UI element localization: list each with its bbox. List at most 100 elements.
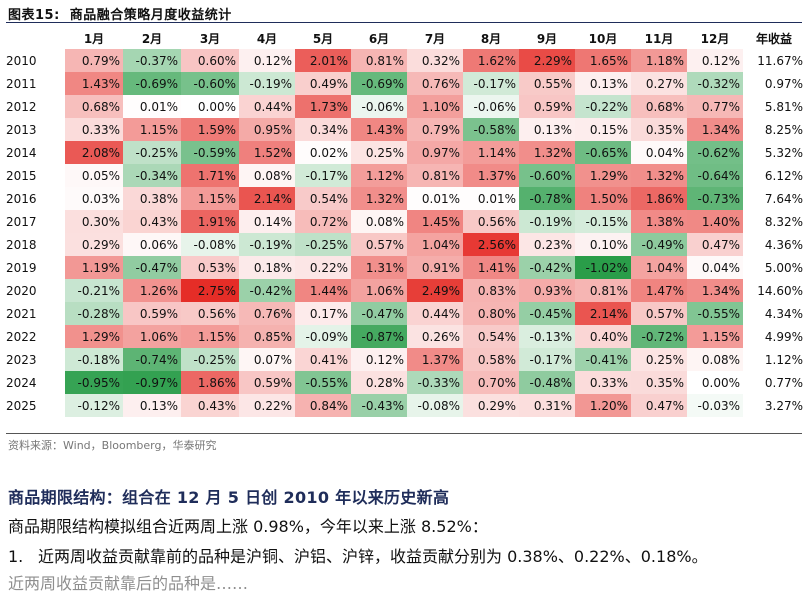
return-cell: 0.77%	[687, 95, 743, 118]
column-header: 9月	[536, 32, 558, 46]
return-cell: -0.43%	[351, 394, 407, 417]
return-cell: 0.28%	[351, 371, 407, 394]
return-cell: 2.08%	[65, 141, 123, 164]
return-cell: 0.59%	[519, 95, 575, 118]
return-cell: -0.08%	[407, 394, 463, 417]
column-header: 年收益	[755, 32, 792, 46]
return-cell: -0.06%	[351, 95, 407, 118]
annual-return-cell: 14.60%	[757, 283, 803, 298]
annual-return-cell: 1.12%	[764, 352, 803, 367]
year-cell: 2021	[6, 306, 37, 321]
return-cell: 1.37%	[407, 348, 463, 371]
return-cell: 0.03%	[65, 187, 123, 210]
return-cell: -0.59%	[181, 141, 239, 164]
annual-return-cell: 5.81%	[764, 99, 803, 114]
return-cell: 1.15%	[181, 187, 239, 210]
return-cell: -0.22%	[575, 95, 631, 118]
return-cell: 0.34%	[295, 118, 351, 141]
return-cell: 1.15%	[181, 325, 239, 348]
return-cell: 0.54%	[295, 187, 351, 210]
return-cell: 1.91%	[181, 210, 239, 233]
return-cell: 0.08%	[239, 164, 295, 187]
annual-return-cell: 4.36%	[764, 237, 803, 252]
year-cell: 2018	[6, 237, 37, 252]
column-header: 2月	[141, 32, 163, 46]
return-cell: 1.86%	[631, 187, 687, 210]
annual-return-cell: 4.99%	[764, 329, 803, 344]
return-cell: -0.58%	[463, 118, 519, 141]
return-cell: 0.07%	[239, 348, 295, 371]
return-cell: 0.05%	[65, 164, 123, 187]
return-cell: 0.13%	[123, 394, 181, 417]
return-cell: 0.68%	[631, 95, 687, 118]
year-cell: 2025	[6, 398, 37, 413]
return-cell: 0.35%	[631, 118, 687, 141]
return-cell: 0.04%	[687, 256, 743, 279]
return-cell: 2.56%	[463, 233, 519, 256]
table-row: 2024 -0.95% -0.97% 1.86% 0.59% -0.55% 0.28% -0.…	[6, 371, 805, 394]
return-cell: 0.25%	[351, 141, 407, 164]
return-cell: -0.03%	[687, 394, 743, 417]
return-cell: 0.60%	[181, 49, 239, 72]
table-row: 2014 2.08% -0.25% -0.59% 1.52% 0.02% 0.25% 0.97…	[6, 141, 805, 164]
year-cell: 2012	[6, 99, 37, 114]
title-divider	[6, 22, 802, 23]
year-cell: 2017	[6, 214, 37, 229]
annual-return-cell: 3.27%	[764, 398, 803, 413]
return-cell: -0.49%	[631, 233, 687, 256]
return-cell: 0.41%	[295, 348, 351, 371]
year-cell: 2020	[6, 283, 37, 298]
table-row: 2019 1.19% -0.47% 0.53% 0.18% 0.22% 1.31% 0.91%…	[6, 256, 805, 279]
return-cell: 1.65%	[575, 49, 631, 72]
return-cell: -0.97%	[123, 371, 181, 394]
section-heading: 商品期限结构：组合在 12 月 5 日创 2010 年以来历史新高	[8, 488, 450, 507]
return-cell: 0.56%	[463, 210, 519, 233]
return-cell: 0.79%	[65, 49, 123, 72]
return-cell: 0.01%	[407, 187, 463, 210]
return-cell: -0.21%	[65, 279, 123, 302]
return-cell: 1.19%	[65, 256, 123, 279]
table-row: 2025 -0.12% 0.13% 0.43% 0.22% 0.84% -0.43% -0.0…	[6, 394, 805, 417]
return-cell: 2.14%	[575, 302, 631, 325]
table-row: 2022 1.29% 1.06% 1.15% 0.85% -0.09% -0.87% 0.26…	[6, 325, 805, 348]
table-row: 2021 -0.28% 0.59% 0.56% 0.76% 0.17% -0.47% 0.44…	[6, 302, 805, 325]
year-cell: 2023	[6, 352, 37, 367]
return-cell: -0.62%	[687, 141, 743, 164]
return-cell: 0.27%	[631, 72, 687, 95]
return-cell: 1.86%	[181, 371, 239, 394]
annual-return-cell: 7.64%	[764, 191, 803, 206]
column-header: 3月	[199, 32, 221, 46]
return-cell: 0.68%	[65, 95, 123, 118]
return-cell: -0.17%	[295, 164, 351, 187]
table-row: 2010 0.79% -0.37% 0.60% 0.12% 2.01% 0.81% 0.32%…	[6, 49, 805, 72]
column-header: 5月	[312, 32, 334, 46]
table-row: 2016 0.03% 0.38% 1.15% 2.14% 0.54% 1.32% 0.01% 0…	[6, 187, 805, 210]
return-cell: -0.45%	[519, 302, 575, 325]
return-cell: 0.38%	[123, 187, 181, 210]
return-cell: 0.13%	[575, 72, 631, 95]
return-cell: 0.81%	[351, 49, 407, 72]
return-cell: -0.60%	[519, 164, 575, 187]
annual-return-cell: 0.77%	[764, 375, 803, 390]
monthly-returns-table: 1月 2月 3月 4月 5月 6月 7月 8月 9月 10月 11月 12月 年收益 2010 0.79%…	[6, 28, 805, 417]
return-cell: 0.59%	[239, 371, 295, 394]
return-cell: 0.56%	[181, 302, 239, 325]
return-cell: 0.44%	[239, 95, 295, 118]
return-cell: 0.33%	[65, 118, 123, 141]
return-cell: 1.32%	[351, 187, 407, 210]
return-cell: -0.55%	[295, 371, 351, 394]
return-cell: -0.06%	[463, 95, 519, 118]
return-cell: 1.43%	[351, 118, 407, 141]
return-cell: -0.55%	[687, 302, 743, 325]
return-cell: 0.08%	[351, 210, 407, 233]
return-cell: 0.10%	[575, 233, 631, 256]
return-cell: 1.59%	[181, 118, 239, 141]
return-cell: 1.41%	[463, 256, 519, 279]
return-cell: 0.81%	[407, 164, 463, 187]
annual-return-cell: 4.34%	[764, 306, 803, 321]
return-cell: 1.26%	[123, 279, 181, 302]
truncated-line: 近两周收益贡献靠后的品种是……	[8, 574, 249, 593]
return-cell: 1.62%	[463, 49, 519, 72]
return-cell: 1.34%	[687, 118, 743, 141]
return-cell: 0.47%	[631, 394, 687, 417]
